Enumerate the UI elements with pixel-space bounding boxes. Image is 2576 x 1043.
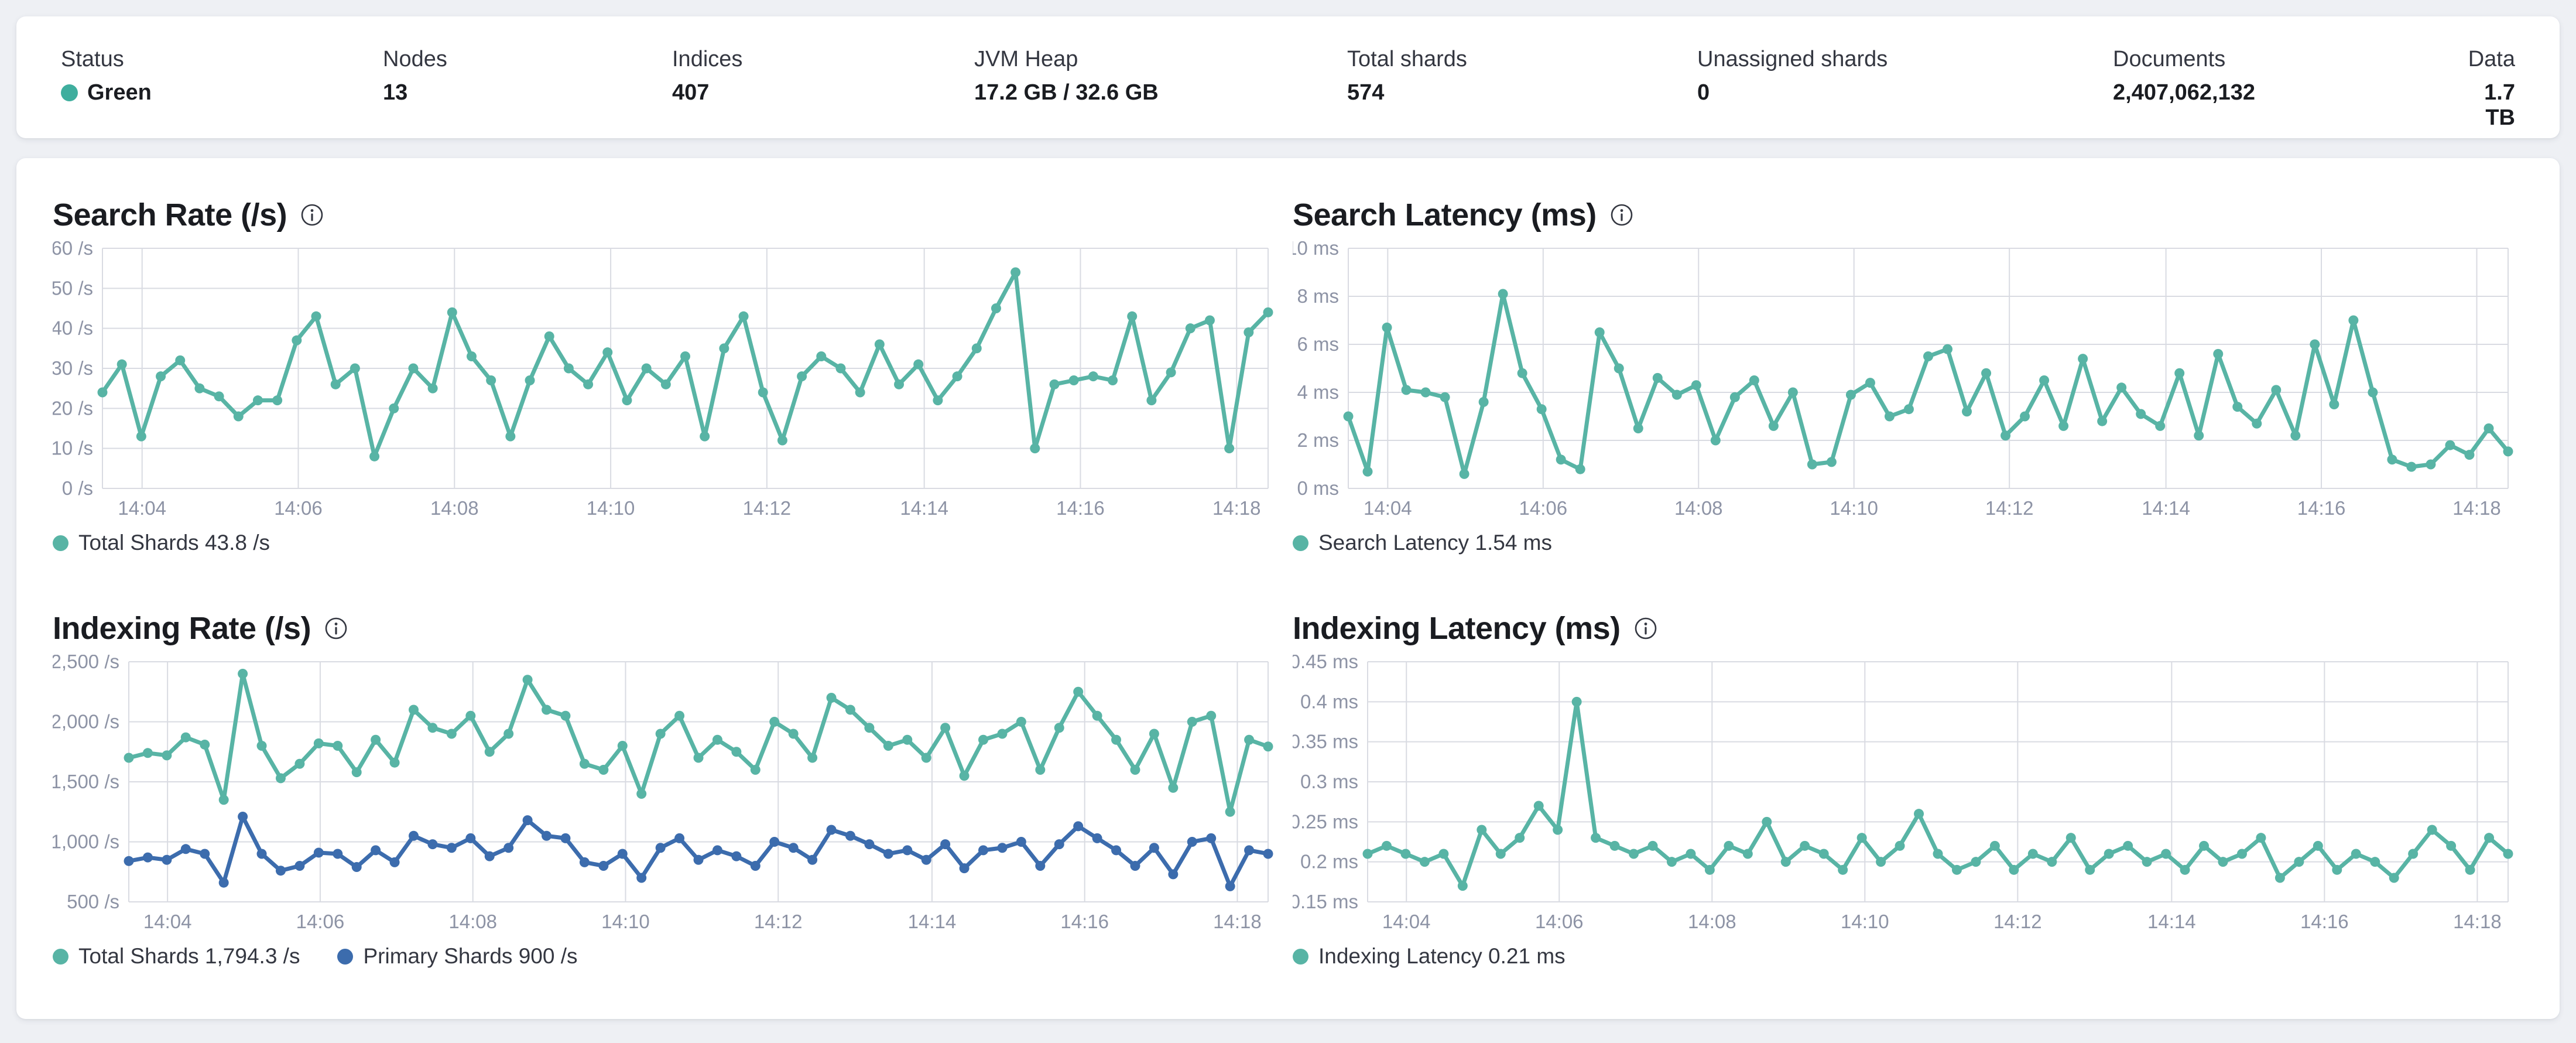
svg-text:14:10: 14:10	[1841, 911, 1889, 932]
stat-status: Status Green	[61, 47, 383, 138]
svg-text:14:06: 14:06	[274, 497, 323, 519]
svg-text:14:18: 14:18	[1212, 497, 1261, 519]
svg-text:14:16: 14:16	[2300, 911, 2349, 932]
stat-jvm-heap: JVM Heap 17.2 GB / 32.6 GB	[974, 47, 1159, 105]
svg-text:14:14: 14:14	[2142, 497, 2190, 519]
svg-text:0.15 ms: 0.15 ms	[1293, 891, 1358, 912]
info-icon[interactable]	[300, 203, 324, 227]
svg-text:0.45 ms: 0.45 ms	[1293, 655, 1358, 672]
svg-text:30 /s: 30 /s	[53, 357, 93, 379]
svg-text:14:14: 14:14	[2147, 911, 2196, 932]
legend-dot	[337, 948, 354, 965]
indexing-latency-title: Indexing Latency (ms)	[1293, 611, 1621, 646]
legend-dot	[53, 948, 68, 965]
svg-text:20 /s: 20 /s	[53, 397, 93, 419]
svg-text:14:08: 14:08	[430, 497, 479, 519]
status-health-dot	[61, 84, 78, 101]
svg-text:14:16: 14:16	[1056, 497, 1105, 519]
stat-status-label: Status	[61, 47, 124, 71]
indexing-latency-block: Indexing Latency (ms) 0.15 ms 0.2 ms 0.25 …	[1293, 606, 2516, 978]
stat-status-value: Green	[87, 80, 152, 105]
svg-text:14:08: 14:08	[1674, 497, 1723, 519]
svg-text:2,000 /s: 2,000 /s	[53, 711, 119, 733]
metrics-panel: Search Rate (/s) 0 /s 10 /s 20 /s 30 /s 40 /…	[16, 158, 2560, 1019]
svg-text:14:18: 14:18	[2452, 497, 2501, 519]
svg-text:10 /s: 10 /s	[53, 437, 93, 459]
svg-text:14:14: 14:14	[900, 497, 948, 519]
svg-text:0 /s: 0 /s	[62, 477, 93, 499]
svg-text:14:04: 14:04	[143, 911, 192, 932]
search-rate-chart: 0 /s 10 /s 20 /s 30 /s 40 /s 50 /s 60 /s 14:04 1…	[53, 241, 1273, 519]
svg-text:2,500 /s: 2,500 /s	[53, 655, 119, 672]
indexing-latency-chart: 0.15 ms 0.2 ms 0.25 ms 0.3 ms 0.35 ms 0.4 ms 0…	[1293, 655, 2513, 932]
svg-text:14:10: 14:10	[587, 497, 635, 519]
svg-text:0.25 ms: 0.25 ms	[1293, 811, 1358, 832]
svg-text:14:04: 14:04	[118, 497, 166, 519]
stat-nodes: Nodes 13	[383, 47, 447, 105]
search-rate-block: Search Rate (/s) 0 /s 10 /s 20 /s 30 /s 40 /…	[53, 192, 1276, 565]
stat-total-shards: Total shards 574	[1347, 47, 1467, 105]
svg-text:14:10: 14:10	[1830, 497, 1878, 519]
svg-text:4 ms: 4 ms	[1297, 381, 1339, 403]
svg-text:14:12: 14:12	[754, 911, 803, 932]
svg-text:500 /s: 500 /s	[67, 891, 119, 912]
svg-text:14:12: 14:12	[1993, 911, 2042, 932]
legend-dot	[53, 535, 68, 551]
info-icon[interactable]	[324, 616, 348, 641]
svg-text:14:18: 14:18	[2453, 911, 2502, 932]
svg-text:14:08: 14:08	[1688, 911, 1736, 932]
search-latency-title: Search Latency (ms)	[1293, 197, 1597, 232]
info-icon[interactable]	[1633, 616, 1658, 641]
svg-text:14:06: 14:06	[1519, 497, 1568, 519]
search-rate-legend: Total Shards 43.8 /s	[53, 526, 1276, 560]
svg-text:1,000 /s: 1,000 /s	[53, 831, 119, 853]
stat-data: Data 1.7 TB	[2468, 47, 2515, 130]
svg-text:1,500 /s: 1,500 /s	[53, 771, 119, 792]
svg-text:14:12: 14:12	[743, 497, 792, 519]
svg-text:14:06: 14:06	[1535, 911, 1584, 932]
svg-text:2 ms: 2 ms	[1297, 429, 1339, 451]
svg-text:40 /s: 40 /s	[53, 317, 93, 339]
stat-indices: Indices 407	[672, 47, 743, 105]
search-rate-title: Search Rate (/s)	[53, 197, 287, 232]
svg-text:0 ms: 0 ms	[1297, 477, 1339, 499]
indexing-latency-legend: Indexing Latency 0.21 ms	[1293, 939, 2516, 973]
svg-text:0.4 ms: 0.4 ms	[1300, 690, 1358, 712]
svg-text:0.2 ms: 0.2 ms	[1300, 851, 1358, 873]
indexing-rate-title: Indexing Rate (/s)	[53, 611, 311, 646]
svg-text:6 ms: 6 ms	[1297, 333, 1339, 355]
search-latency-legend: Search Latency 1.54 ms	[1293, 526, 2516, 560]
svg-text:10 ms: 10 ms	[1293, 241, 1339, 259]
indexing-rate-legend: Total Shards 1,794.3 /s Primary Shards 9…	[53, 939, 1276, 973]
svg-text:50 /s: 50 /s	[53, 277, 93, 299]
svg-text:60 /s: 60 /s	[53, 241, 93, 259]
svg-text:14:16: 14:16	[1060, 911, 1109, 932]
stat-unassigned-shards: Unassigned shards 0	[1697, 47, 1888, 105]
search-latency-chart: 0 ms 2 ms 4 ms 6 ms 8 ms 10 ms 14:04 14:06 14:08…	[1293, 241, 2513, 519]
svg-text:0.3 ms: 0.3 ms	[1300, 771, 1358, 792]
svg-text:14:10: 14:10	[601, 911, 650, 932]
svg-text:14:04: 14:04	[1364, 497, 1412, 519]
svg-text:14:06: 14:06	[296, 911, 345, 932]
svg-text:8 ms: 8 ms	[1297, 285, 1339, 307]
svg-text:14:18: 14:18	[1213, 911, 1262, 932]
stat-documents: Documents 2,407,062,132	[2113, 47, 2256, 105]
svg-text:14:12: 14:12	[1985, 497, 2034, 519]
svg-text:14:16: 14:16	[2297, 497, 2346, 519]
search-latency-block: Search Latency (ms) 0 ms 2 ms 4 ms 6 ms 8 ms…	[1293, 192, 2516, 565]
legend-dot	[1293, 535, 1308, 551]
svg-text:0.35 ms: 0.35 ms	[1293, 731, 1358, 753]
indexing-rate-chart: 500 /s 1,000 /s 1,500 /s 2,000 /s 2,500 /s 14…	[53, 655, 1273, 932]
legend-dot	[1293, 948, 1308, 965]
svg-text:14:04: 14:04	[1382, 911, 1431, 932]
indexing-rate-block: Indexing Rate (/s) 500 /s 1,000 /s 1,500 /…	[53, 606, 1276, 978]
svg-text:14:14: 14:14	[908, 911, 957, 932]
info-icon[interactable]	[1609, 203, 1634, 227]
cluster-status-bar: Status Green Nodes 13 Indices 407 JVM He…	[16, 16, 2560, 138]
svg-text:14:08: 14:08	[448, 911, 497, 932]
